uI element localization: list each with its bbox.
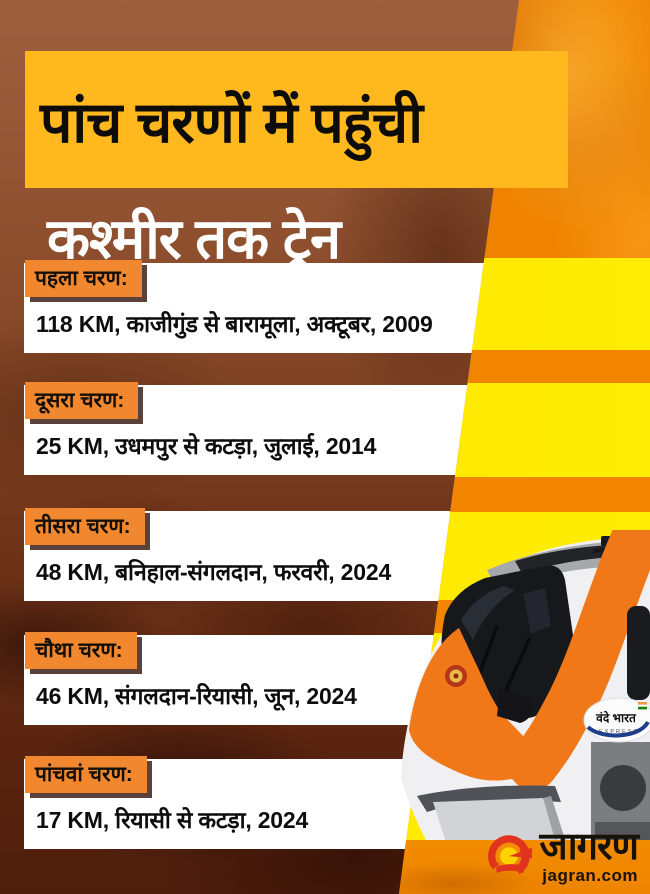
- phase-4-detail: 46 KM, संगलदान-रियासी, जून, 2024: [36, 683, 357, 709]
- bogie-wheel: [600, 765, 646, 811]
- brand-text: जागरण jagran.com: [539, 826, 639, 886]
- jagran-logo: जागरण jagran.com: [486, 826, 639, 886]
- phase-1-detail: 118 KM, काजीगुंड से बारामूला, अक्टूबर, 2…: [36, 311, 433, 337]
- vande-bharat-train-image: वंदे भारत EXPRESS: [401, 530, 650, 894]
- headline-box: पांच चरणों में पहुंची: [25, 51, 568, 188]
- headline-line2: कश्मीर तक ट्रेन: [47, 207, 341, 270]
- brand-name: जागरण: [539, 826, 639, 868]
- vande-bharat-badge: वंदे भारत EXPRESS: [583, 697, 650, 743]
- badge-subtext: EXPRESS: [599, 729, 639, 735]
- coupler-cover-side: [543, 796, 564, 840]
- headlight-recess: [497, 688, 532, 723]
- side-door-window: [627, 606, 650, 700]
- phase-2-label: दूसरा चरण:: [25, 382, 139, 419]
- windshield-reflection: [461, 586, 515, 640]
- badge-text: वंदे भारत: [595, 711, 637, 725]
- gap-strip: [399, 350, 650, 383]
- orange-livery-band: [508, 530, 650, 790]
- orange-nose-panel: [409, 628, 545, 781]
- phase-3-label: तीसरा चरण:: [25, 508, 145, 545]
- phase-4-label: चौथा चरण:: [25, 632, 137, 669]
- coupler-cover: [433, 798, 555, 846]
- phase-3-detail: 48 KM, बनिहाल-संगलदान, फरवरी, 2024: [36, 559, 392, 585]
- gap-strip: [399, 477, 650, 512]
- phase-1-label: पहला चरण:: [25, 260, 142, 297]
- phase-2-detail: 25 KM, उधमपुर से कटड़ा, जुलाई, 2014: [36, 433, 377, 459]
- brand-domain: jagran.com: [542, 866, 638, 885]
- nose-emblem-icon: [445, 665, 467, 687]
- phase-5-label: पांचवां चरण:: [25, 756, 147, 793]
- phase-5-detail: 17 KM, रियासी से कटड़ा, 2024: [36, 807, 309, 833]
- headline-line1: पांच चरणों में पहुंची: [40, 90, 423, 155]
- rising-sun-icon: [487, 835, 532, 875]
- windshield-reflection: [523, 588, 551, 634]
